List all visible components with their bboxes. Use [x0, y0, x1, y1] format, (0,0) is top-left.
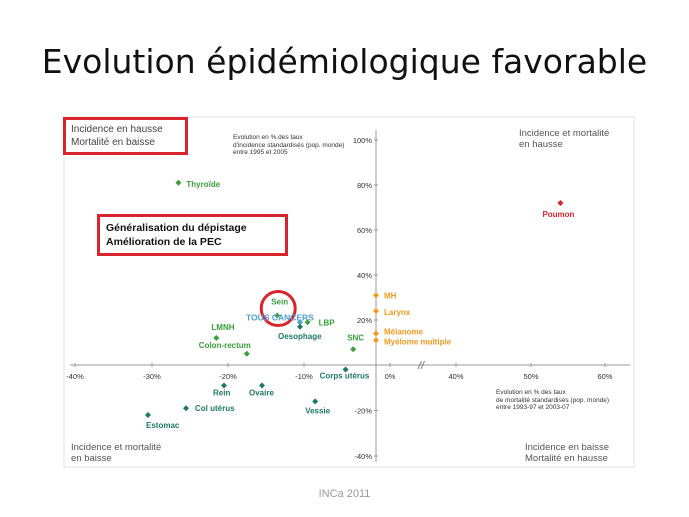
- highlight-circle: [259, 290, 297, 327]
- data-point-marker: [312, 398, 319, 405]
- data-point-label: Myélome multiple: [384, 337, 452, 346]
- data-point-label: Estomac: [146, 421, 180, 430]
- data-point-label: TOUS CANCERS: [246, 312, 314, 322]
- chart-frame: [63, 116, 635, 468]
- data-point-marker: [297, 319, 303, 326]
- y-tick-label: 100%: [353, 136, 373, 145]
- y-axis-note: Evolution en % des taux d'incidence stan…: [233, 134, 344, 157]
- data-point-label: Vessie: [305, 406, 330, 415]
- x-tick-label: -10%: [295, 372, 313, 381]
- slide-footer: INCa 2011: [318, 488, 371, 500]
- y-tick-label: 60%: [357, 226, 372, 235]
- axis-break-mark: //: [417, 360, 425, 372]
- data-point-marker: [297, 323, 303, 330]
- data-point-marker: [221, 382, 227, 389]
- data-point-marker: [145, 412, 151, 419]
- data-point-marker: [304, 319, 311, 326]
- data-point-marker: [183, 405, 189, 412]
- data-point-label: SNC: [347, 333, 364, 342]
- data-point-marker: [373, 308, 379, 314]
- slide-title: Evolution épidémiologique favorable: [41, 42, 648, 81]
- data-point-marker: [373, 292, 379, 299]
- data-point-label: Poumon: [542, 210, 574, 219]
- quadrant-top-right-line2: en hausse: [519, 139, 563, 150]
- quadrant-bottom-right-line1: Incidence en baisse: [525, 442, 609, 453]
- data-point-label: LMNH: [211, 323, 234, 332]
- quadrant-bottom-left-line2: en baisse: [71, 453, 112, 464]
- data-point-marker: [350, 346, 357, 353]
- x-tick-label: -30%: [143, 372, 161, 381]
- x-tick-label: -20%: [219, 372, 237, 381]
- y-tick-label: 40%: [357, 271, 372, 280]
- x-axis-note: Evolution en % des taux de mortalité sta…: [496, 389, 609, 412]
- data-point-label: Oesophage: [278, 332, 322, 341]
- data-point-label: Larynx: [384, 308, 411, 317]
- data-point-label: MH: [384, 291, 397, 300]
- y-tick-label: 80%: [357, 181, 372, 190]
- data-point-marker: [213, 335, 220, 341]
- data-point-label: Rein: [213, 388, 230, 397]
- data-point-marker: [342, 366, 349, 373]
- data-point-marker: [259, 382, 265, 389]
- quadrant-bottom-right-line2: Mortalité en hausse: [525, 453, 608, 464]
- x-tick-label: 0%: [385, 372, 396, 381]
- quadrant-bottom-left: Incidence et mortalité en baisse: [71, 442, 161, 464]
- screening-highlight-box: Généralisation du dépistage Amélioration…: [97, 214, 288, 256]
- quadrant-top-left-line1: Incidence en hausse: [71, 124, 163, 135]
- data-point-label: Col utérus: [195, 404, 235, 413]
- data-point-label: LBP: [319, 318, 336, 327]
- x-axis-note-line1: Evolution en % des taux: [496, 389, 566, 396]
- data-point-marker: [274, 312, 281, 319]
- data-point-marker: [373, 330, 379, 337]
- quadrant-bottom-right: Incidence en baisse Mortalité en hausse: [525, 442, 609, 464]
- y-axis-note-line1: Evolution en % des taux: [233, 134, 303, 141]
- data-point-marker: [557, 200, 564, 206]
- data-point-marker: [175, 179, 182, 186]
- x-axis-note-line3: entre 1993-97 et 2003-07: [496, 404, 570, 411]
- data-point-label: Colon-rectum: [199, 341, 251, 350]
- data-point-marker: [243, 350, 250, 357]
- quadrant-top-right: Incidence et mortalité en hausse: [519, 128, 609, 150]
- data-point-label: Sein: [271, 298, 288, 307]
- highlight-line1: Généralisation du dépistage: [106, 222, 247, 234]
- quadrant-top-left-box: Incidence en hausse Mortalité en baisse: [63, 117, 188, 155]
- x-tick-label: 40%: [448, 372, 463, 381]
- y-axis-note-line2: d'incidence standardisés (pop. monde): [233, 141, 345, 149]
- data-point-label: Thyroïde: [186, 180, 220, 189]
- data-point-label: Corps utérus: [320, 372, 370, 381]
- x-tick-label: 60%: [597, 372, 612, 381]
- data-point-marker: [373, 337, 379, 344]
- quadrant-bottom-left-line1: Incidence et mortalité: [71, 442, 162, 453]
- y-axis-note-line3: entre 1995 et 2005: [233, 149, 288, 156]
- y-tick-label: -40%: [354, 452, 372, 461]
- x-axis-note-line2: de mortalité standardisés (pop. monde): [496, 396, 610, 404]
- y-tick-label: -20%: [354, 407, 372, 416]
- x-tick-label: -40%: [66, 372, 84, 381]
- data-point-label: Ovaire: [249, 388, 274, 397]
- quadrant-top-right-line1: Incidence et mortalité: [519, 128, 610, 139]
- x-tick-label: 50%: [523, 372, 538, 381]
- highlight-line2: Amélioration de la PEC: [106, 236, 222, 248]
- y-tick-label: 20%: [357, 316, 372, 325]
- data-point-label: Mélanome: [384, 328, 424, 337]
- quadrant-top-left-line2: Mortalité en baisse: [71, 137, 155, 148]
